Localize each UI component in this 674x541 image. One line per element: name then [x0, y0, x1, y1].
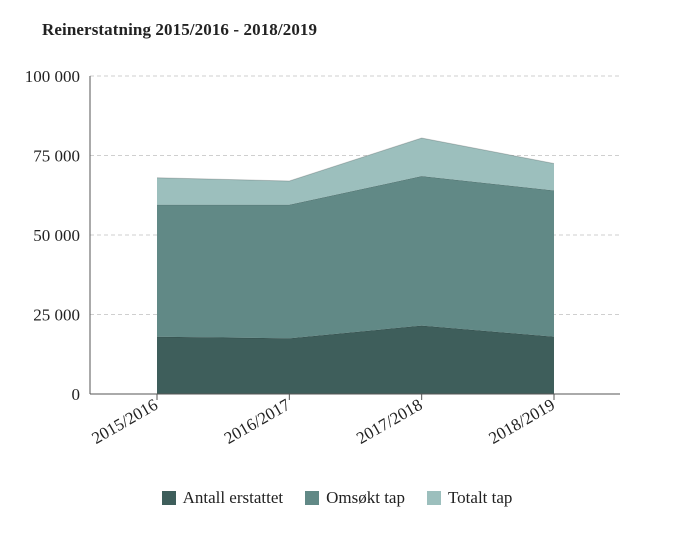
legend-swatch: [426, 491, 441, 505]
area-chart: 0 25 000 50 000 75 000 100 000 2015/2016 2016/…: [25, 67, 620, 448]
y-tick-label: 50 000: [33, 226, 80, 245]
x-tick-label: 2018/2019: [486, 395, 558, 448]
y-tick-label: 0: [72, 385, 81, 404]
legend-item: Totalt tap: [426, 488, 513, 508]
y-tick-label: 100 000: [25, 67, 80, 86]
area-series-1: [157, 325, 554, 394]
legend-label: Totalt tap: [447, 488, 513, 507]
legend-label: Antall erstattet: [182, 488, 284, 507]
legend-label: Omsøkt tap: [326, 488, 405, 507]
chart-title: Reinerstatning 2015/2016 - 2018/2019: [42, 20, 318, 39]
x-tick-label: 2017/2018: [353, 395, 425, 448]
legend-swatch: [161, 491, 176, 505]
chart-legend: Antall erstattet Omsøkt tap Totalt tap: [0, 488, 674, 508]
x-tick-label: 2015/2016: [89, 395, 161, 448]
legend-item: Omsøkt tap: [305, 488, 405, 508]
area-series-3-edge: [156, 137, 555, 182]
legend-item: Antall erstattet: [161, 488, 284, 508]
area-series-3: [157, 138, 554, 205]
y-tick-label: 75 000: [33, 147, 80, 166]
x-tick-label: 2016/2017: [221, 395, 294, 448]
area-series-2: [157, 176, 554, 339]
legend-swatch: [305, 491, 320, 505]
y-tick-label: 25 000: [33, 306, 80, 325]
